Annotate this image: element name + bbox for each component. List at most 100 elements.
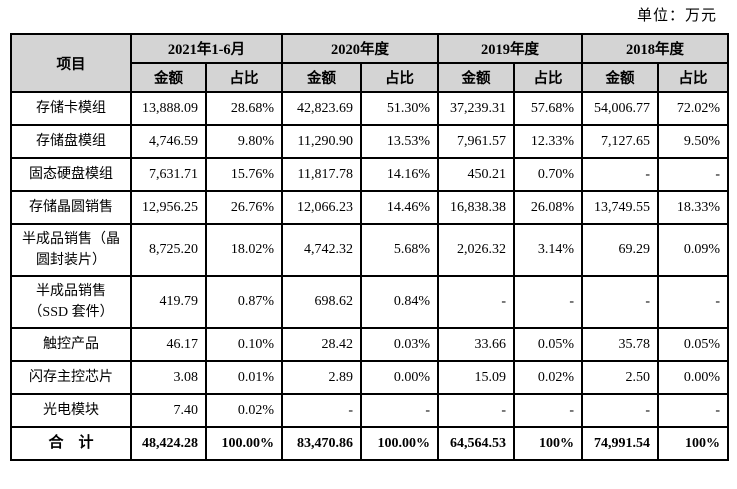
- amount-cell: 698.62: [281, 275, 362, 329]
- table-row: 存储晶圆销售 12,956.25 26.76% 12,066.23 14.46% 16,8…: [10, 190, 729, 225]
- amount-cell: 33.66: [437, 327, 515, 362]
- amount-cell: -: [581, 393, 659, 428]
- table-row: 存储盘模组 4,746.59 9.80% 11,290.90 13.53% 7,961.5…: [10, 124, 729, 159]
- ratio-column-header: 占比: [657, 62, 729, 93]
- amount-cell: -: [281, 393, 362, 428]
- ratio-cell: 0.01%: [205, 360, 283, 395]
- amount-cell: 35.78: [581, 327, 659, 362]
- amount-cell: 64,564.53: [437, 426, 515, 461]
- ratio-cell: 0.02%: [513, 360, 583, 395]
- ratio-cell: 100%: [513, 426, 583, 461]
- ratio-column-header: 占比: [205, 62, 283, 93]
- amount-cell: 7.40: [130, 393, 207, 428]
- amount-cell: 28.42: [281, 327, 362, 362]
- amount-cell: 2.50: [581, 360, 659, 395]
- ratio-cell: 51.30%: [360, 91, 439, 126]
- ratio-cell: 3.14%: [513, 223, 583, 277]
- table-row: 触控产品 46.17 0.10% 28.42 0.03% 33.66 0.05% 35.78 0…: [10, 327, 729, 362]
- item-label-cell: 存储盘模组: [10, 124, 132, 159]
- ratio-cell: 13.53%: [360, 124, 439, 159]
- item-label-cell: 固态硬盘模组: [10, 157, 132, 192]
- period-header-row: 项目 2021年1-6月 2020年度 2019年度 2018年度: [10, 33, 729, 93]
- table-row: 光电模块 7.40 0.02% - - - - - -: [10, 393, 729, 428]
- ratio-cell: 5.68%: [360, 223, 439, 277]
- item-label-cell: 光电模块: [10, 393, 132, 428]
- amount-cell: -: [581, 157, 659, 192]
- ratio-cell: 9.80%: [205, 124, 283, 159]
- ratio-cell: 18.02%: [205, 223, 283, 277]
- ratio-cell: 100%: [657, 426, 729, 461]
- item-label-cell: 半成品销售 （SSD 套件）: [10, 275, 132, 329]
- amount-cell: 12,956.25: [130, 190, 207, 225]
- amount-cell: 7,961.57: [437, 124, 515, 159]
- ratio-cell: 0.05%: [513, 327, 583, 362]
- amount-cell: 37,239.31: [437, 91, 515, 126]
- ratio-cell: -: [657, 393, 729, 428]
- total-row: 合 计 48,424.28 100.00% 83,470.86 100.00% 64,56…: [10, 426, 729, 461]
- ratio-cell: 0.05%: [657, 327, 729, 362]
- ratio-cell: -: [657, 275, 729, 329]
- item-label-cell: 半成品销售（晶 圆封装片）: [10, 223, 132, 277]
- revenue-breakdown-table: 项目 2021年1-6月 2020年度 2019年度 2018年度 金额 占比 …: [10, 33, 729, 461]
- amount-cell: 7,127.65: [581, 124, 659, 159]
- subheader-row: 金额 占比 金额 占比 金额 占比 金额 占比: [11, 62, 729, 93]
- ratio-cell: 57.68%: [513, 91, 583, 126]
- ratio-cell: 14.16%: [360, 157, 439, 192]
- item-label-cell: 触控产品: [10, 327, 132, 362]
- period-header-2018: 2018年度: [581, 33, 729, 64]
- unit-label: 单位：万元: [636, 8, 717, 24]
- amount-cell: 8,725.20: [130, 223, 207, 277]
- ratio-cell: 26.76%: [205, 190, 283, 225]
- amount-cell: 7,631.71: [130, 157, 207, 192]
- amount-cell: -: [581, 275, 659, 329]
- ratio-cell: 14.46%: [360, 190, 439, 225]
- ratio-cell: 0.70%: [513, 157, 583, 192]
- ratio-cell: 0.00%: [360, 360, 439, 395]
- item-label-cell: 存储卡模组: [10, 91, 132, 126]
- ratio-cell: -: [360, 393, 439, 428]
- ratio-cell: 18.33%: [657, 190, 729, 225]
- item-label-cell: 存储晶圆销售: [10, 190, 132, 225]
- item-label-cell: 闪存主控芯片: [10, 360, 132, 395]
- amount-column-header: 金额: [281, 62, 362, 93]
- ratio-cell: 100.00%: [360, 426, 439, 461]
- ratio-cell: 72.02%: [657, 91, 729, 126]
- ratio-cell: 0.00%: [657, 360, 729, 395]
- table-row: 闪存主控芯片 3.08 0.01% 2.89 0.00% 15.09 0.02% 2.50 0.…: [10, 360, 729, 395]
- ratio-column-header: 占比: [360, 62, 439, 93]
- ratio-cell: 9.50%: [657, 124, 729, 159]
- amount-cell: 4,746.59: [130, 124, 207, 159]
- table-row: 固态硬盘模组 7,631.71 15.76% 11,817.78 14.16% 450.2…: [10, 157, 729, 192]
- amount-cell: 450.21: [437, 157, 515, 192]
- ratio-cell: -: [513, 275, 583, 329]
- ratio-column-header: 占比: [513, 62, 583, 93]
- amount-cell: 83,470.86: [281, 426, 362, 461]
- ratio-cell: 0.02%: [205, 393, 283, 428]
- amount-cell: 42,823.69: [281, 91, 362, 126]
- amount-column-header: 金额: [130, 62, 207, 93]
- ratio-cell: -: [513, 393, 583, 428]
- period-header-2020: 2020年度: [281, 33, 439, 64]
- amount-cell: 12,066.23: [281, 190, 362, 225]
- table-row: 存储卡模组 13,888.09 28.68% 42,823.69 51.30% 37,23…: [10, 91, 729, 126]
- period-header-2019: 2019年度: [437, 33, 583, 64]
- amount-cell: 4,742.32: [281, 223, 362, 277]
- amount-cell: 11,290.90: [281, 124, 362, 159]
- amount-cell: 3.08: [130, 360, 207, 395]
- item-column-header: 项目: [10, 33, 132, 93]
- ratio-cell: 12.33%: [513, 124, 583, 159]
- ratio-cell: 0.84%: [360, 275, 439, 329]
- period-header-2021: 2021年1-6月: [130, 33, 283, 64]
- ratio-cell: 26.08%: [513, 190, 583, 225]
- ratio-cell: 28.68%: [205, 91, 283, 126]
- amount-cell: 46.17: [130, 327, 207, 362]
- ratio-cell: 15.76%: [205, 157, 283, 192]
- amount-cell: 16,838.38: [437, 190, 515, 225]
- ratio-cell: 100.00%: [205, 426, 283, 461]
- amount-cell: 11,817.78: [281, 157, 362, 192]
- ratio-cell: 0.87%: [205, 275, 283, 329]
- ratio-cell: 0.09%: [657, 223, 729, 277]
- amount-cell: -: [437, 393, 515, 428]
- ratio-cell: 0.10%: [205, 327, 283, 362]
